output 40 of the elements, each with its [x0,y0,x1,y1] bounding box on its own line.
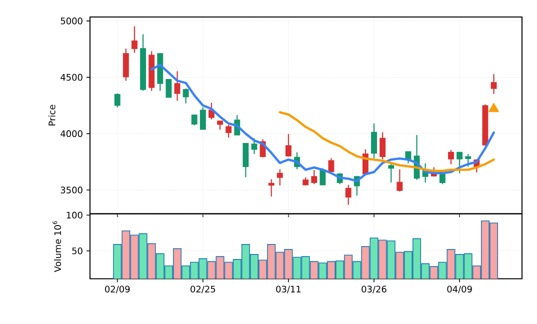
y-tick-label: 5000 [60,18,82,24]
candlestick [490,74,497,95]
y-tick-label: 4000 [60,130,82,138]
y-tick-label: 4500 [60,74,82,81]
candlestick [191,114,198,126]
x-tick-label: 03/26 [362,286,386,294]
x-tick-label: 04/09 [447,286,472,294]
candlestick [251,138,258,155]
candlestick [388,162,394,184]
candlestick [456,152,463,174]
x-tick-label: 02/09 [105,286,130,294]
candlestick [276,168,283,186]
y-tick-label: 3500 [60,186,82,194]
candlestick [311,169,318,185]
candlestick [217,120,223,130]
candlestick [286,133,292,158]
candlestick [122,48,129,82]
y-tick-label: 50 [72,247,82,254]
candlestick [242,142,249,178]
y-tick-label: 100 [66,212,82,219]
candlestick [208,102,214,120]
candlestick [114,92,120,108]
x-tick-label: 02/25 [190,286,216,294]
candlestick [182,88,189,104]
candlestick [174,70,180,102]
candlestick [132,26,138,54]
candlestick [371,122,377,159]
candlestick [226,124,232,138]
y-axis-title: Volume 10$^{6}$ [52,221,62,272]
x-tick-label: 03/11 [276,286,301,294]
candlestick [345,184,352,206]
candlestick [268,178,274,198]
y-axis-title: Price [48,104,56,126]
candlestick [448,149,454,165]
candlestick [380,132,386,160]
candlestick [465,153,472,168]
candlestick [328,158,334,174]
candlestick [396,168,403,192]
candlestick [200,106,206,130]
candlestick [166,79,172,98]
